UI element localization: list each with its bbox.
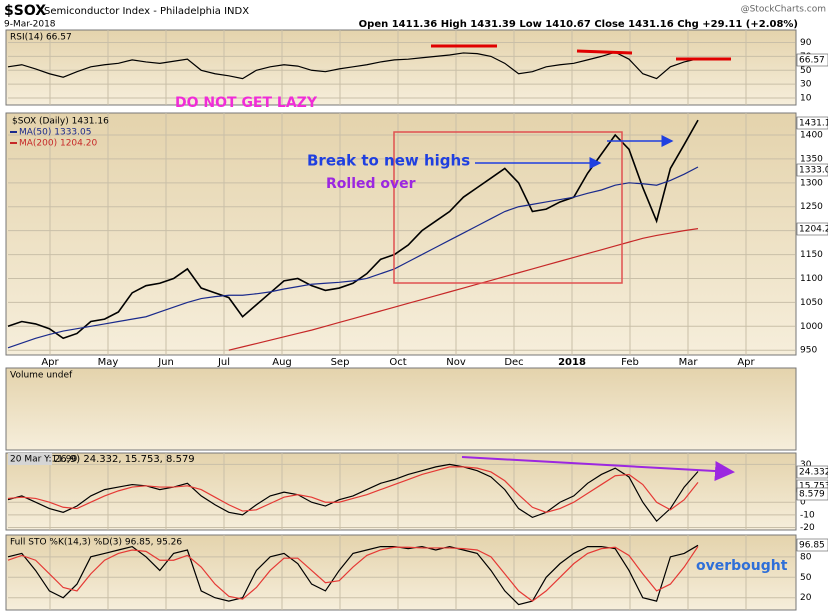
series-line (7, 463, 699, 523)
x-tick-label: Dec (504, 357, 523, 368)
value-badge: 8.579 (799, 490, 825, 500)
series-line (228, 228, 699, 351)
volume-panel (5, 367, 797, 451)
y-tick-label: 1000 (800, 322, 823, 332)
y-tick-label: 30 (800, 460, 812, 470)
value-badge: 1431.1 (799, 119, 828, 129)
series-line (7, 466, 699, 513)
x-tick-label: Oct (389, 357, 406, 368)
annotation: Break to new highs (307, 152, 470, 170)
value-badge-bg (796, 116, 828, 130)
y-tick-label: 90 (800, 38, 812, 48)
value-badge-bg (796, 465, 828, 479)
y-tick-label: 1250 (800, 202, 823, 212)
value-badge: 96.85 (799, 541, 825, 551)
macd-title: 26,9) 24.332, 15.753, 8.579 (54, 454, 195, 465)
value-badge: 66.57 (799, 56, 825, 66)
watermark: @StockCharts.com (741, 5, 826, 15)
y-tick-label: 10 (800, 94, 812, 104)
annotation: Rolled over (326, 176, 416, 192)
x-tick-label: May (98, 357, 119, 368)
value-badge-bg (796, 487, 828, 501)
y-tick-label: 950 (800, 346, 817, 356)
y-tick-label: -20 (800, 523, 815, 533)
value-badge-bg (796, 538, 828, 552)
index-name: Semiconductor Index - Philadelphia INDX (44, 6, 249, 17)
x-tick-label: Mar (679, 357, 699, 368)
y-tick-label: 20 (800, 593, 812, 603)
series-line (7, 119, 699, 340)
rsi-panel (5, 29, 797, 106)
quote: Open 1411.36 High 1431.39 Low 1410.67 Cl… (359, 19, 798, 30)
value-badge: 1333.0 (799, 166, 828, 176)
x-tick-label: Apr (41, 357, 59, 368)
x-tick-label: Sep (331, 357, 350, 368)
marks: 1431.1 1333.0 1204.2 66.57 24.332 15.7538.579… (7, 51, 828, 606)
y-tick-label: 50 (800, 66, 812, 76)
y-tick-label: 1050 (800, 298, 823, 308)
y-tick-label: 1400 (800, 131, 823, 141)
arrow (461, 456, 735, 481)
highlight-box (393, 131, 623, 284)
y-tick-label: 30 (800, 80, 812, 90)
symbol: $SOX (4, 3, 46, 19)
legend-entry: $SOX (Daily) 1431.16 (12, 117, 109, 127)
y-tick-label: 1150 (800, 250, 823, 260)
legend-entry: MA(200) 1204.20 (19, 139, 97, 149)
macd-panel (5, 452, 797, 531)
legend-entry: MA(50) 1333.05 (19, 128, 91, 138)
y-tick-label: 1300 (800, 178, 823, 188)
y-tick-label: 1350 (800, 154, 823, 164)
x-tick-label: Feb (621, 357, 639, 368)
tooltip-bg (8, 453, 52, 465)
series-line (7, 51, 699, 80)
y-tick-label: 50 (800, 573, 812, 583)
x-tick-label: Aug (272, 357, 292, 368)
annotation: DO NOT GET LAZY (175, 95, 318, 111)
series-line (7, 544, 699, 606)
annotation-line (576, 49, 633, 55)
value-badge: 15.753 (799, 482, 828, 492)
x-tick-label: Jul (217, 357, 230, 368)
series-line (7, 166, 699, 349)
x-tick-label: Apr (737, 357, 755, 368)
sto-title: Full STO %K(14,3) %D(3) 96.85, 95.26 (10, 538, 182, 548)
x-tick-label: 2018 (558, 357, 586, 368)
value-badge: 1204.2 (799, 225, 828, 235)
volume-title: Volume undef (10, 371, 73, 381)
x-tick-label: Nov (446, 357, 466, 368)
value-badge-bg (796, 222, 828, 236)
y-tick-label: 1100 (800, 274, 823, 284)
value-badge-bg (796, 163, 828, 177)
price-panel (5, 112, 797, 356)
value-badge: 24.332 (799, 468, 828, 478)
tooltip: 20 Mar Y:11.90 (10, 455, 78, 465)
value-badge-bg (796, 53, 828, 67)
y-tick-label: 0 (800, 498, 806, 508)
series-line (7, 546, 699, 602)
annotation: overbought (696, 558, 788, 574)
x-tick-label: Jun (157, 357, 174, 368)
date: 9-Mar-2018 (4, 20, 56, 30)
rsi-title: RSI(14) 66.57 (10, 33, 72, 43)
y-tick-label: 80 (800, 552, 812, 562)
y-tick-label: -10 (800, 510, 815, 520)
